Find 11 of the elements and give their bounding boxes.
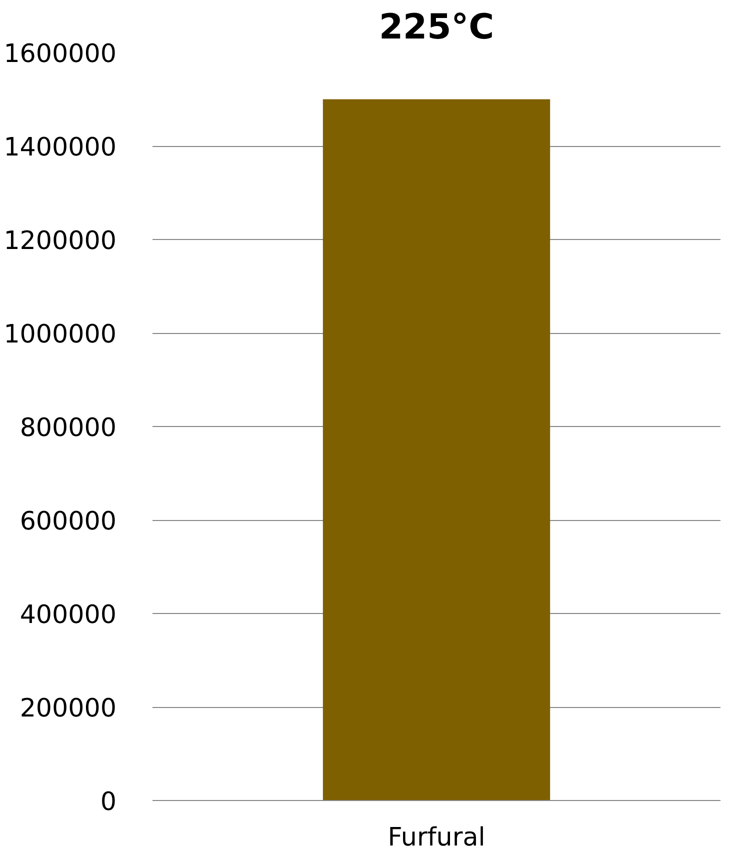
y-tick-label: 1600000 — [4, 38, 117, 68]
y-tick-label: 800000 — [20, 412, 116, 442]
y-tick-label: 1400000 — [4, 132, 117, 162]
x-tick-label: Furfural — [388, 822, 486, 852]
y-tick-label: 1000000 — [4, 318, 117, 348]
y-tick-label: 0 — [100, 786, 117, 816]
chart-title: 225°C — [378, 8, 494, 48]
y-tick-label: 1200000 — [4, 225, 117, 255]
y-tick-label: 600000 — [20, 506, 116, 536]
y-tick-label: 400000 — [20, 599, 116, 629]
y-tick-label: 200000 — [20, 692, 116, 722]
